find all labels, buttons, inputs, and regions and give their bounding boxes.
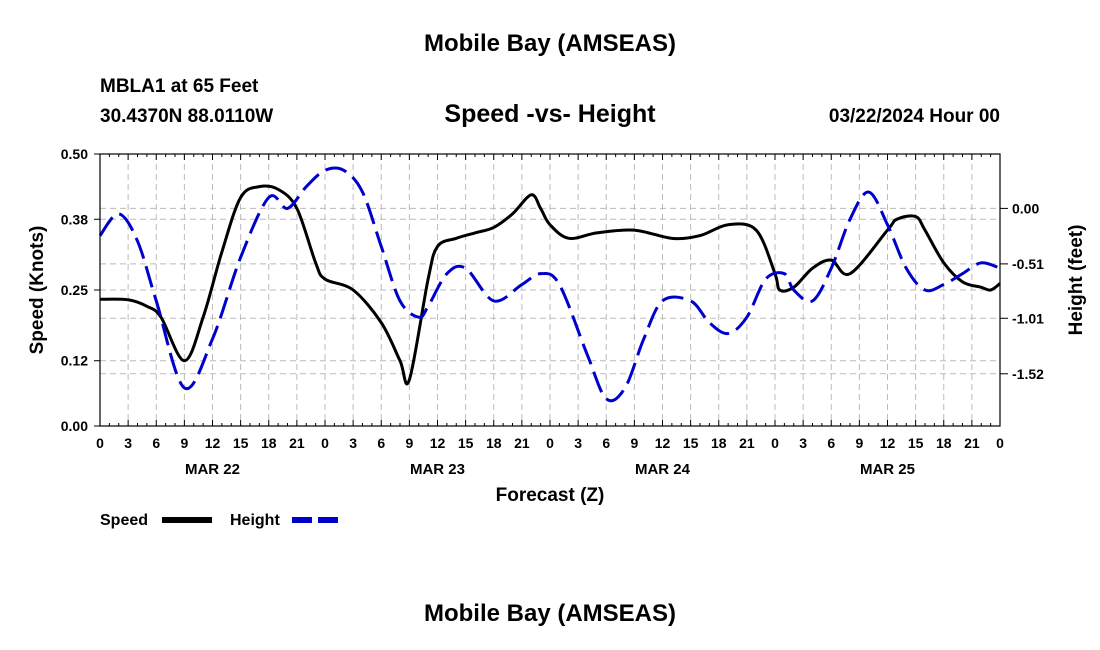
x-tick-label: 6 xyxy=(152,435,160,451)
x-tick-label: 9 xyxy=(180,435,188,451)
x-tick-label: 21 xyxy=(289,435,305,451)
x-tick-label: 21 xyxy=(514,435,530,451)
chart-date: 03/22/2024 Hour 00 xyxy=(828,106,1000,127)
series-line-speed xyxy=(99,184,1001,386)
y-tick-label: 0.50 xyxy=(61,146,88,162)
y2-axis-title: Height (feet) xyxy=(1066,225,1087,336)
legend-label-height: Height xyxy=(230,512,280,529)
x-tick-label: 18 xyxy=(261,435,277,451)
y2-tick-label: 0.00 xyxy=(1012,200,1039,216)
x-tick-label: 12 xyxy=(430,435,446,451)
day-label: MAR 23 xyxy=(410,461,465,478)
x-tick-label: 18 xyxy=(936,435,952,451)
x-tick-label: 9 xyxy=(855,435,863,451)
x-tick-label: 18 xyxy=(711,435,727,451)
x-tick-label: 9 xyxy=(630,435,638,451)
y-axis-title: Speed (Knots) xyxy=(27,226,48,355)
day-label: MAR 22 xyxy=(185,461,240,478)
x-tick-label: 9 xyxy=(405,435,413,451)
x-tick-label: 6 xyxy=(602,435,610,451)
chart-title: Speed -vs- Height xyxy=(444,100,656,128)
legend-label-speed: Speed xyxy=(100,512,148,529)
x-tick-label: 0 xyxy=(96,435,104,451)
x-tick-label: 3 xyxy=(349,435,357,451)
x-tick-label: 0 xyxy=(546,435,554,451)
x-tick-label: 0 xyxy=(996,435,1004,451)
legend: Speed Height xyxy=(100,512,342,529)
day-label: MAR 25 xyxy=(860,461,915,478)
x-tick-label: 21 xyxy=(964,435,980,451)
station-coords: 30.4370N 88.0110W xyxy=(100,106,274,127)
x-tick-label: 3 xyxy=(124,435,132,451)
y-tick-label: 0.12 xyxy=(61,353,88,369)
station-label: MBLA1 at 65 Feet xyxy=(100,76,259,97)
footer-title: Mobile Bay (AMSEAS) xyxy=(423,600,677,627)
x-tick-label: 15 xyxy=(233,435,249,451)
x-tick-label: 15 xyxy=(683,435,699,451)
x-tick-label: 12 xyxy=(205,435,221,451)
x-tick-label: 3 xyxy=(799,435,807,451)
x-tick-label: 15 xyxy=(908,435,924,451)
y2-tick-label: -1.52 xyxy=(1012,366,1044,382)
x-tick-label: 3 xyxy=(574,435,582,451)
x-tick-label: 15 xyxy=(458,435,474,451)
y-tick-label: 0.25 xyxy=(61,282,88,298)
x-tick-label: 18 xyxy=(486,435,502,451)
x-axis-title: Forecast (Z) xyxy=(496,485,605,506)
y-tick-label: 0.00 xyxy=(61,418,88,434)
x-tick-label: 12 xyxy=(880,435,896,451)
x-tick-label: 6 xyxy=(377,435,385,451)
x-tick-label: 0 xyxy=(321,435,329,451)
series-line-height xyxy=(98,166,1001,403)
x-tick-label: 21 xyxy=(739,435,755,451)
y2-tick-label: -0.51 xyxy=(1012,256,1044,272)
series-lines xyxy=(98,166,1001,403)
day-label: MAR 24 xyxy=(635,461,691,478)
axis-ticks: 0 3 6 9 12 15 18 21 0 3 6 9 12 15 18 21 0 3 6 9 12 15 18 21 0 3 6 9… xyxy=(61,146,1044,478)
x-tick-label: 6 xyxy=(827,435,835,451)
x-tick-label: 12 xyxy=(655,435,671,451)
x-tick-label: 0 xyxy=(771,435,779,451)
main-title: Mobile Bay (AMSEAS) xyxy=(423,30,677,57)
y2-tick-label: -1.01 xyxy=(1012,310,1044,326)
y-tick-label: 0.38 xyxy=(61,211,88,227)
